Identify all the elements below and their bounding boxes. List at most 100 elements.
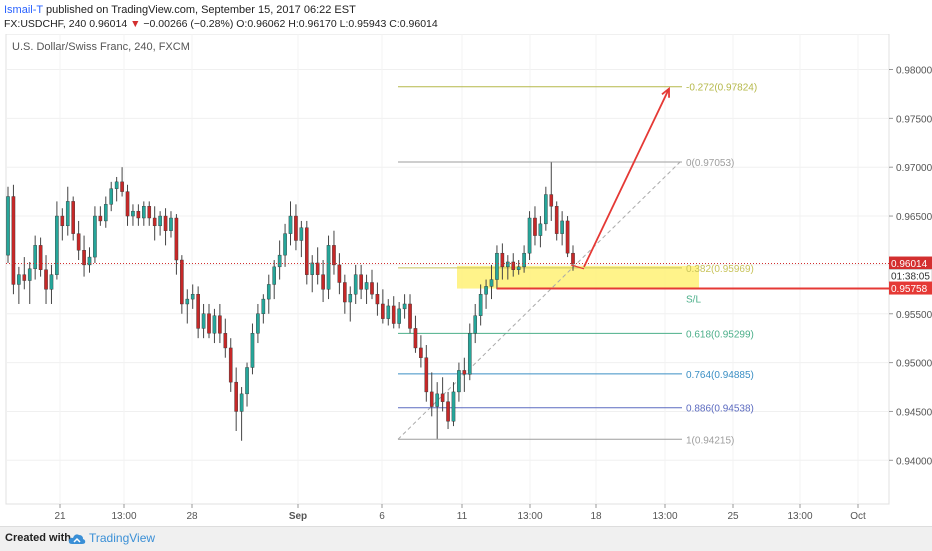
candle-body — [359, 274, 363, 290]
candle-body — [565, 220, 570, 254]
chart-header: Ismail-T published on TradingView.com, S… — [0, 0, 932, 34]
candle-body — [467, 333, 472, 375]
candle-body — [408, 303, 412, 329]
candle-body — [554, 206, 559, 234]
close-value: 0.96014 — [399, 18, 438, 30]
time-axis[interactable]: 21 13:00 28 Sep 6 11 13:00 18 13:00 25 13:00 Oct — [54, 504, 866, 522]
candle-body — [489, 279, 494, 287]
time-tick-label: 28 — [186, 511, 198, 522]
price-chart[interactable]: U.S. Dollar/Swiss Franc, 240, FXCM -0.27… — [0, 34, 932, 526]
time-tick-label: 11 — [457, 511, 468, 522]
price-tick-label: 0.94500 — [896, 407, 932, 418]
close-label: C: — [389, 18, 400, 30]
candle-body — [283, 233, 287, 256]
candle-body — [256, 313, 260, 334]
fib-level-label: 0.618(0.95299) — [686, 329, 754, 340]
candle-body — [516, 266, 521, 270]
time-tick-label: 13:00 — [111, 511, 136, 522]
time-tick-label: 13:00 — [652, 511, 677, 522]
candle-body — [98, 215, 103, 222]
candle-body — [147, 206, 152, 219]
candle-body — [522, 252, 526, 268]
candle-body — [65, 201, 70, 227]
countdown-label: 01:38:05 — [891, 272, 930, 283]
time-tick-label: 13:00 — [787, 511, 812, 522]
candles — [6, 162, 575, 441]
candle-body — [201, 313, 206, 329]
tradingview-link[interactable]: TradingView — [68, 531, 155, 545]
candle-body — [71, 201, 75, 234]
candle-body — [527, 217, 532, 254]
candle-body — [17, 274, 21, 285]
candle-body — [33, 245, 37, 270]
candle-body — [169, 217, 173, 231]
high-value: 0.96170 — [298, 18, 337, 30]
candle-body — [375, 294, 380, 305]
candle-body — [381, 303, 385, 319]
candle-body — [131, 210, 135, 217]
price-tick-label: 0.96500 — [896, 212, 932, 223]
candle-body — [152, 217, 157, 227]
symbol-label: FX:USDCHF, 240 — [4, 18, 87, 30]
candle-body — [451, 391, 456, 422]
candle-body — [315, 262, 320, 275]
candle-body — [533, 217, 537, 236]
overlays[interactable]: S/L — [6, 86, 889, 306]
time-tick-label: 6 — [379, 511, 385, 522]
candle-body — [364, 282, 369, 290]
candle-body — [223, 333, 228, 349]
candle-body — [272, 266, 277, 285]
time-tick-label: 18 — [590, 511, 602, 522]
candle-body — [218, 315, 222, 334]
candle-body — [60, 215, 65, 227]
time-tick-label: Sep — [289, 511, 307, 522]
down-arrow-icon: ▼ — [130, 18, 141, 30]
candle-body — [234, 381, 238, 412]
projection-arrow[interactable] — [583, 88, 670, 268]
candle-body — [473, 315, 478, 334]
plot-area[interactable] — [5, 34, 890, 505]
candle-body — [304, 227, 309, 275]
candle-body — [22, 274, 27, 281]
candle-body — [294, 215, 298, 241]
entry-zone-highlight[interactable] — [457, 265, 699, 289]
candle-body — [332, 245, 336, 266]
tradingview-brand: TradingView — [89, 531, 156, 545]
candle-body — [180, 259, 184, 305]
candle-body — [185, 298, 190, 305]
price-axis[interactable]: 0.940000.945000.950000.955000.960000.965… — [888, 66, 932, 468]
fib-level-label: 0.764(0.94885) — [686, 370, 754, 381]
candle-body — [76, 233, 81, 251]
price-tick-label: 0.98000 — [896, 66, 932, 77]
candle-body — [506, 261, 510, 268]
fib-retracement[interactable]: -0.272(0.97824) 0(0.97053) 0.382(0.95969) 0… — [397, 83, 757, 447]
candle-body — [250, 333, 255, 368]
high-label: H: — [288, 18, 299, 30]
candle-body — [337, 264, 342, 283]
candle-body — [93, 215, 97, 258]
fib-trend-line[interactable] — [397, 161, 681, 440]
fib-level-label: 1(0.94215) — [686, 435, 734, 446]
candle-body — [353, 274, 358, 295]
candle-body — [261, 298, 266, 314]
author-link[interactable]: Ismail-T — [4, 4, 43, 16]
candle-body — [38, 245, 43, 270]
time-tick-label: Oct — [850, 511, 866, 522]
candle-body — [158, 215, 162, 227]
candle-body — [288, 215, 293, 234]
candle-body — [245, 367, 249, 395]
last-price: 0.96014 — [89, 18, 128, 30]
candle-body — [343, 282, 347, 303]
projection-start-segment — [570, 264, 585, 270]
candle-body — [500, 252, 505, 268]
candle-body — [321, 274, 325, 290]
candle-body — [544, 194, 548, 225]
price-tick-label: 0.97500 — [896, 114, 932, 125]
candle-body — [446, 401, 450, 422]
candle-body — [27, 268, 32, 281]
last-price-tag — [889, 256, 932, 270]
chart-title: U.S. Dollar/Swiss Franc, 240, FXCM — [12, 41, 190, 53]
stop-loss-label: S/L — [686, 295, 701, 306]
publish-line: Ismail-T published on TradingView.com, S… — [4, 4, 356, 16]
candle-body — [495, 252, 499, 280]
